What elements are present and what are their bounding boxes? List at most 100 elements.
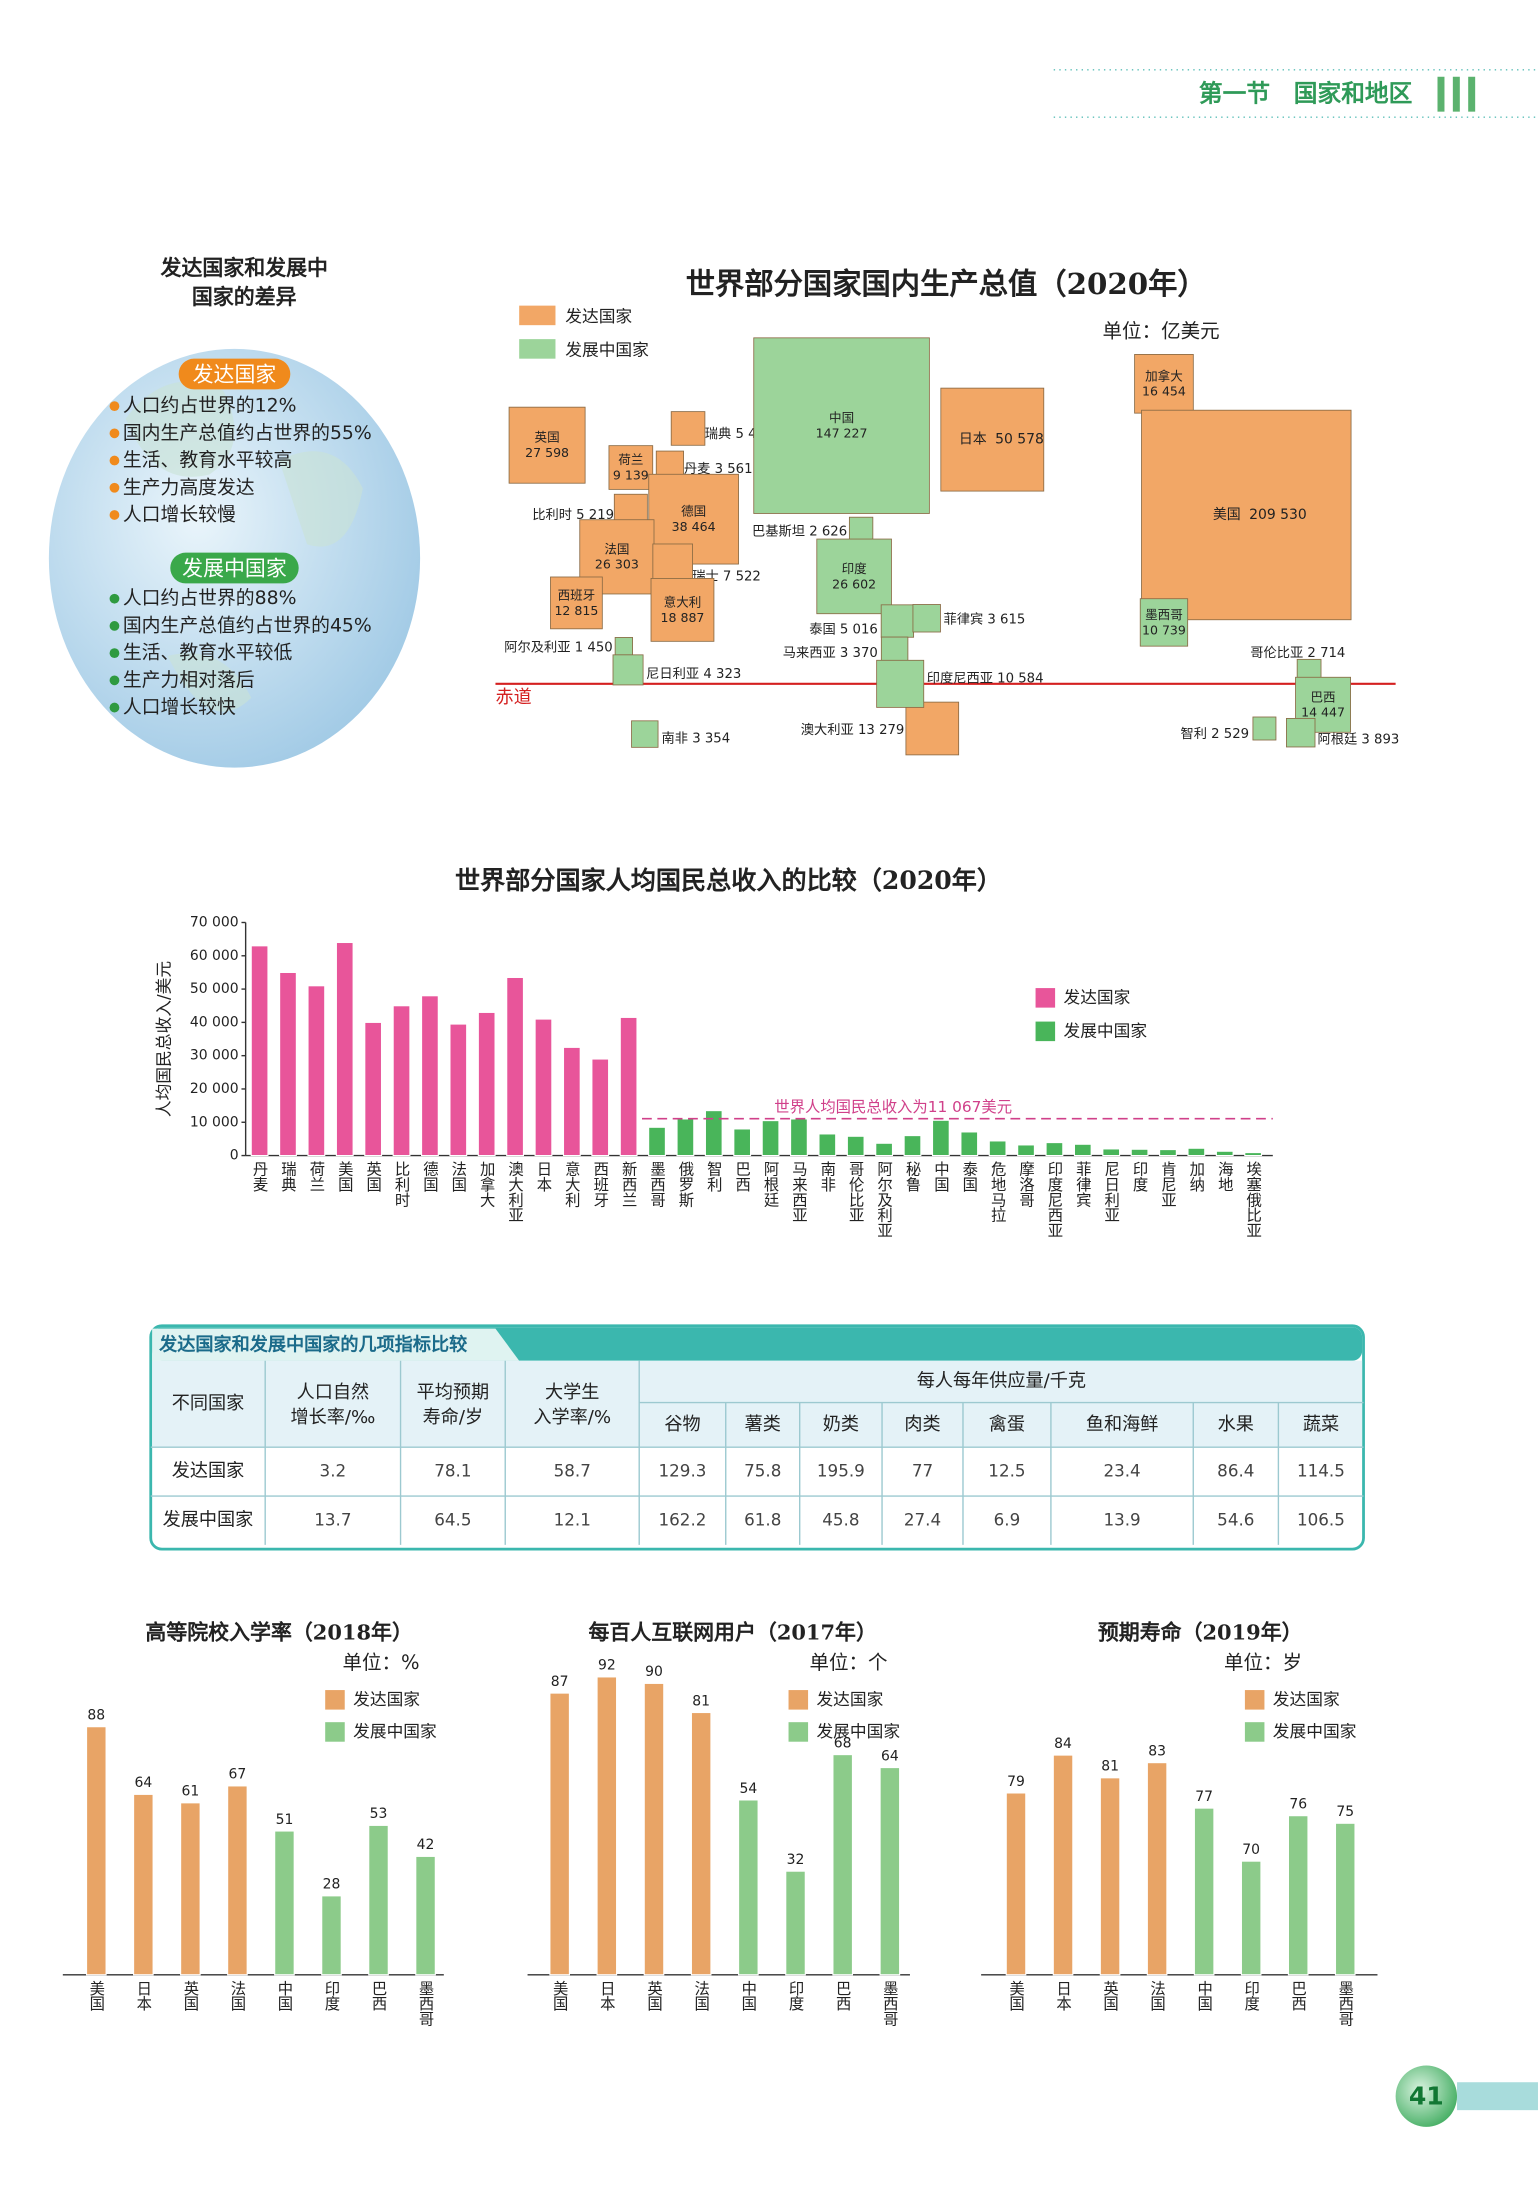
bullet bbox=[109, 482, 120, 493]
gdp-square bbox=[1252, 716, 1277, 741]
country-label: 印度 bbox=[842, 561, 868, 576]
bar bbox=[879, 1766, 901, 1976]
x-tick-label: 秘鲁 bbox=[903, 1161, 921, 1192]
chart-title: 预期寿命（2019年） bbox=[1098, 1620, 1303, 1645]
bar bbox=[534, 1018, 553, 1157]
country-label: 澳大利亚 bbox=[801, 722, 854, 738]
value-label: 64 bbox=[134, 1775, 152, 1791]
legend-swatch bbox=[1035, 988, 1056, 1008]
bar bbox=[1099, 1777, 1121, 1976]
x-tick-label: 德国 bbox=[421, 1161, 439, 1192]
x-tick-label: 俄罗斯 bbox=[676, 1161, 694, 1209]
value-label: 18 887 bbox=[661, 610, 705, 625]
value-label: 81 bbox=[1101, 1759, 1119, 1775]
country-value-label: 阿根廷 3 893 bbox=[1317, 732, 1399, 748]
value-label: 79 bbox=[1007, 1774, 1025, 1790]
group-item: 生活、教育水平较高 bbox=[123, 449, 292, 471]
bar bbox=[133, 1793, 154, 1976]
bar bbox=[1215, 1150, 1234, 1157]
bar bbox=[875, 1142, 894, 1157]
group-pill bbox=[178, 358, 291, 390]
x-tick-label: 墨西哥 bbox=[1336, 1980, 1354, 2026]
value-label: 75 bbox=[1336, 1804, 1354, 1820]
bar bbox=[227, 1785, 248, 1976]
table-cell: 58.7 bbox=[554, 1461, 591, 1481]
value-label: 5 016 bbox=[840, 622, 878, 637]
bar bbox=[988, 1140, 1007, 1157]
legend-label: 发展中国家 bbox=[353, 1721, 437, 1741]
value-label: 67 bbox=[229, 1767, 247, 1783]
group-name: 发达国家 bbox=[193, 362, 277, 386]
country-label: 德国 bbox=[681, 504, 706, 519]
bullet bbox=[109, 428, 120, 439]
bullet bbox=[109, 702, 120, 713]
table-header: 每人每年供应量/千克 bbox=[917, 1371, 1086, 1392]
x-tick-label: 巴西 bbox=[1289, 1980, 1307, 2011]
table-cell: 12.5 bbox=[988, 1461, 1025, 1481]
bar bbox=[85, 1726, 107, 1976]
bar bbox=[368, 1824, 389, 1976]
value-label: 16 454 bbox=[1142, 384, 1186, 399]
globe-land bbox=[125, 381, 363, 712]
bar bbox=[1005, 1792, 1027, 1976]
country-value-label: 菲律宾 3 615 bbox=[943, 612, 1025, 628]
bullet bbox=[109, 455, 120, 466]
value-label: 4 323 bbox=[703, 667, 741, 682]
y-tick-label: 20 000 bbox=[190, 1081, 239, 1097]
table-header: 寿命/岁 bbox=[423, 1407, 483, 1428]
bar bbox=[506, 976, 525, 1157]
legend-label: 发展中国家 bbox=[1273, 1721, 1357, 1741]
group-item: 生活、教育水平较低 bbox=[123, 642, 293, 664]
country-value-label: 哥伦比亚 2 714 bbox=[1250, 645, 1345, 661]
bar bbox=[761, 1120, 780, 1157]
value-label: 61 bbox=[182, 1784, 200, 1800]
table-subheader: 薯类 bbox=[745, 1414, 781, 1435]
value-label: 50 578 bbox=[995, 432, 1044, 448]
country-value-label: 马来西亚 3 370 bbox=[783, 645, 878, 661]
table-tab bbox=[152, 1328, 520, 1361]
country-value-label: 智利 2 529 bbox=[1180, 726, 1249, 742]
page-number: 41 bbox=[1409, 2082, 1444, 2111]
value-label: 70 bbox=[1242, 1842, 1260, 1858]
x-tick-label: 印度 bbox=[1242, 1980, 1260, 2011]
table-cell: 129.3 bbox=[659, 1461, 707, 1481]
table-cell: 6.9 bbox=[994, 1510, 1021, 1530]
value-label: 5 219 bbox=[576, 508, 614, 523]
legend-swatch bbox=[1035, 1021, 1056, 1042]
legend-swatch bbox=[788, 1690, 809, 1710]
bar bbox=[562, 1046, 581, 1157]
x-tick-label: 美国 bbox=[87, 1980, 105, 2011]
country-label: 阿尔及利亚 bbox=[504, 640, 570, 656]
group-item: 人口约占世界的12% bbox=[123, 395, 297, 417]
unit-label: 单位：个 bbox=[810, 1651, 888, 1674]
unit-label: 单位：亿美元 bbox=[1103, 320, 1220, 343]
bar bbox=[1244, 1152, 1263, 1157]
legend-label: 发达国家 bbox=[816, 1689, 883, 1709]
x-tick-label: 法国 bbox=[692, 1980, 710, 2011]
value-label: 32 bbox=[787, 1852, 805, 1868]
value-label: 54 bbox=[739, 1781, 757, 1797]
bar bbox=[846, 1135, 865, 1157]
value-label: 2 626 bbox=[809, 525, 847, 540]
value-label: 3 893 bbox=[1361, 733, 1399, 748]
table-cell: 12.1 bbox=[554, 1510, 591, 1530]
value-label: 92 bbox=[598, 1658, 616, 1674]
sidebar-title: 发达国家和发展中 bbox=[160, 255, 328, 280]
bar bbox=[1193, 1807, 1215, 1976]
table-cell: 45.8 bbox=[822, 1510, 859, 1530]
bullet bbox=[109, 401, 120, 412]
x-tick-label: 智利 bbox=[705, 1161, 723, 1192]
gdp-square bbox=[670, 411, 706, 446]
country-label: 印度尼西亚 bbox=[927, 670, 993, 686]
y-axis-label: 人均国民总收入/美元 bbox=[154, 961, 174, 1118]
bar bbox=[931, 1119, 950, 1157]
bar bbox=[1146, 1762, 1168, 1976]
gdp-square bbox=[608, 445, 654, 490]
reference-label: 世界人均国民总收入为11 067美元 bbox=[774, 1098, 1012, 1116]
group-pill bbox=[170, 552, 299, 584]
table-header: 增长率/‰ bbox=[290, 1407, 375, 1428]
legend-label: 发展中国家 bbox=[565, 339, 649, 359]
value-label: 84 bbox=[1054, 1736, 1072, 1752]
x-tick-label: 丹麦 bbox=[251, 1161, 269, 1192]
